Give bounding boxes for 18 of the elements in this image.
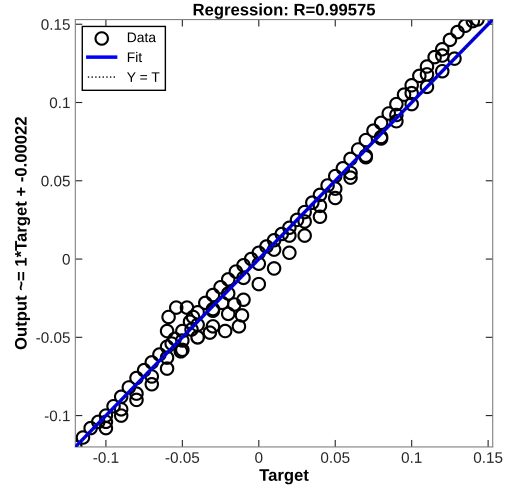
x-tick-label: 0.1 <box>402 452 422 463</box>
legend-label: Y = T <box>127 72 160 82</box>
y-tick-label: -0.05 <box>36 332 70 343</box>
y-tick-label: 0.15 <box>41 19 70 30</box>
y-tick-label: 0 <box>62 254 70 265</box>
x-tick-label: -0.05 <box>166 452 200 463</box>
x-tick-label: 0.15 <box>474 452 502 463</box>
y-tick-label: 0.05 <box>41 176 70 186</box>
legend-label: Fit <box>128 52 142 62</box>
x-axis-title: Target <box>259 469 309 484</box>
x-tick-label: 0.05 <box>320 452 350 463</box>
y-tick-label: 0.1 <box>50 97 70 108</box>
y-axis-title: Output ~= 1*Target + -0.00022 <box>14 117 30 350</box>
chart-title: Regression: R=0.99575 <box>194 3 376 19</box>
y-tick-label: -0.1 <box>44 410 70 422</box>
x-tick-label: -0.1 <box>93 452 118 463</box>
x-tick-label: 0 <box>255 452 262 463</box>
legend-label: Data <box>128 32 156 42</box>
